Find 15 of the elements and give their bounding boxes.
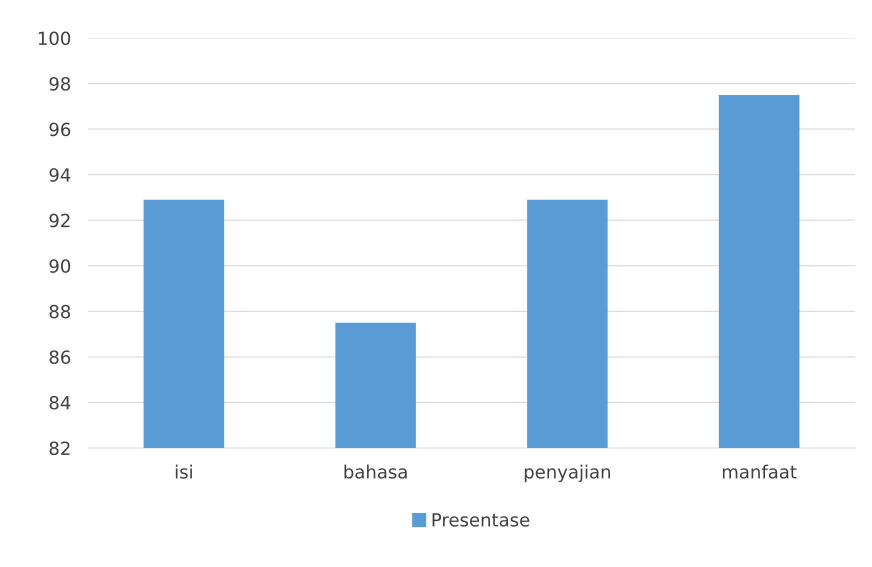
y-tick-label: 86 <box>50 350 70 364</box>
y-tick-label: 100 <box>38 31 70 46</box>
legend-label: Presentase <box>432 513 530 527</box>
y-tick-label: 82 <box>50 441 70 456</box>
y-tick-label: 98 <box>49 77 70 91</box>
x-tick-label: manfaat <box>722 464 797 479</box>
y-tick-label: 92 <box>49 214 70 228</box>
y-tick-label: 94 <box>49 168 70 182</box>
x-tick-label: isi <box>176 464 192 479</box>
y-tick-label: 90 <box>49 259 70 273</box>
x-tick-label: penyajian <box>524 464 610 482</box>
y-tick-label: 84 <box>50 396 70 410</box>
y-tick-label: 88 <box>50 304 70 318</box>
x-tick-label: bahasa <box>344 464 407 479</box>
y-tick-label: 96 <box>49 122 70 136</box>
